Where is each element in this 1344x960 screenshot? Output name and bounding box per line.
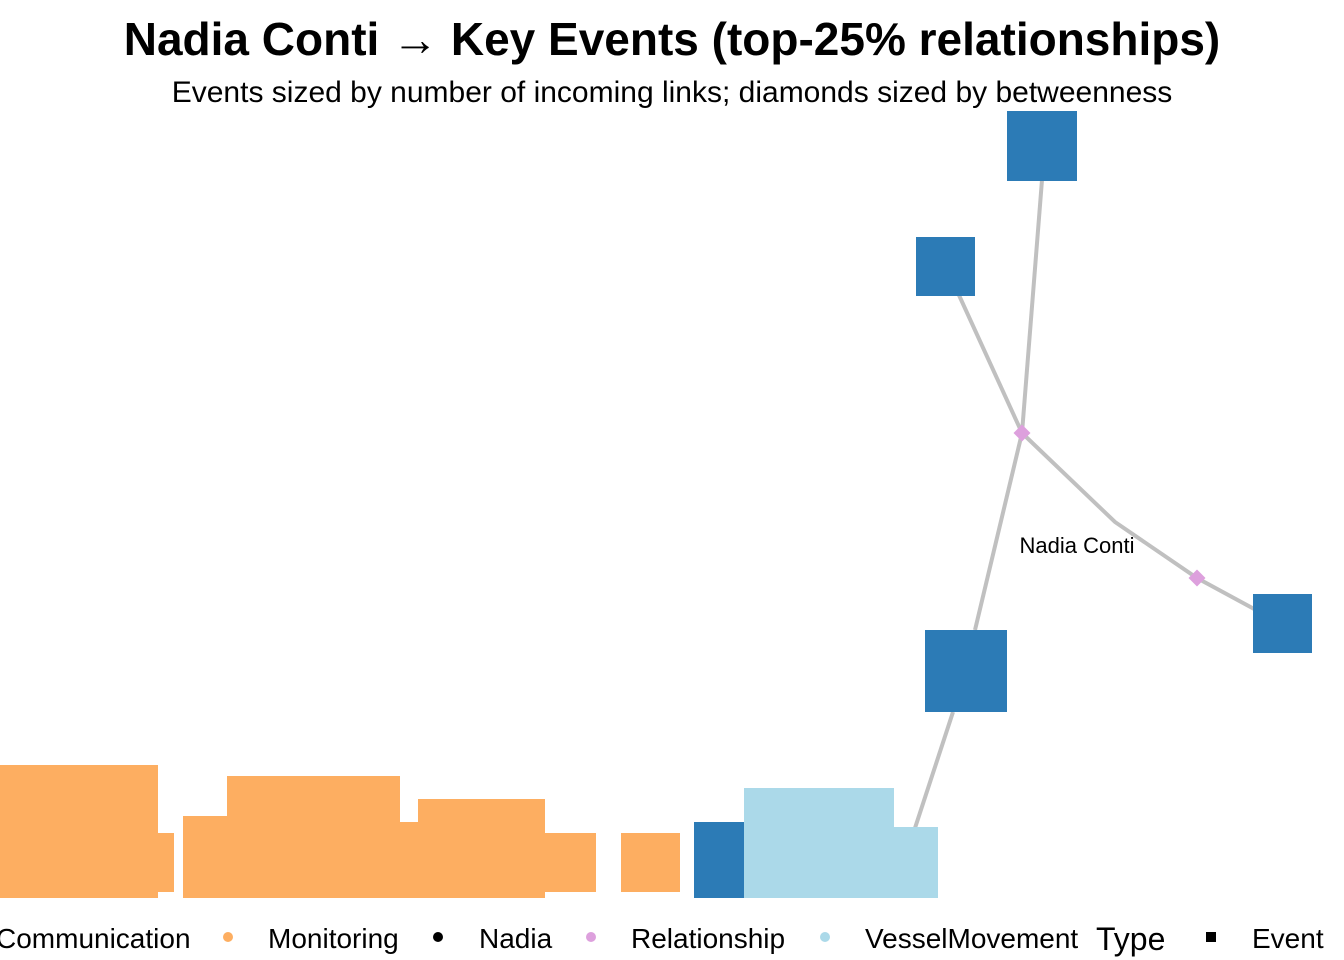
relationship-dot-icon — [586, 932, 596, 942]
relationship-diamond[interactable] — [1188, 569, 1206, 587]
event-node[interactable] — [1007, 111, 1077, 181]
communication-node[interactable] — [227, 776, 400, 898]
legend-label-event: Event — [1252, 923, 1324, 954]
vessel-movement-node[interactable] — [744, 788, 894, 898]
edge — [973, 432, 1024, 631]
communication-node[interactable] — [150, 833, 174, 892]
legend-label-communication: Communication — [0, 923, 191, 954]
edge — [956, 292, 1024, 434]
nadia-label: Nadia Conti — [1020, 533, 1135, 558]
communication-nodes — [0, 765, 680, 898]
legend-type-title: Type — [1096, 921, 1165, 957]
legend-label-vessel-movement: VesselMovement — [865, 923, 1078, 954]
chart-subtitle: Events sized by number of incoming links… — [171, 76, 1173, 109]
legend: Communication Monitoring Nadia Relations… — [0, 921, 1324, 957]
vessel-movement-nodes — [744, 788, 938, 898]
event-node[interactable] — [694, 822, 746, 898]
edge — [1020, 431, 1257, 612]
chart-title: Nadia Conti → Key Events (top-25% relati… — [123, 13, 1221, 65]
event-node[interactable] — [925, 630, 1007, 712]
communication-node[interactable] — [418, 799, 545, 898]
event-node[interactable] — [916, 237, 975, 296]
event-square-icon — [1206, 932, 1216, 942]
nadia-dot-icon — [433, 932, 443, 942]
legend-label-monitoring: Monitoring — [268, 923, 399, 954]
monitoring-node[interactable] — [621, 833, 680, 892]
edges — [913, 179, 1257, 829]
vessel-movement-dot-icon — [820, 932, 830, 942]
edge — [1020, 179, 1044, 434]
event-nodes — [694, 111, 1312, 898]
edge — [913, 711, 955, 829]
monitoring-dot-icon — [223, 932, 233, 942]
communication-node[interactable] — [0, 765, 158, 898]
legend-label-relationship: Relationship — [631, 923, 785, 954]
vessel-movement-node[interactable] — [888, 827, 938, 898]
legend-label-nadia: Nadia — [479, 923, 553, 954]
communication-node[interactable] — [538, 833, 596, 892]
event-node[interactable] — [1253, 594, 1312, 653]
